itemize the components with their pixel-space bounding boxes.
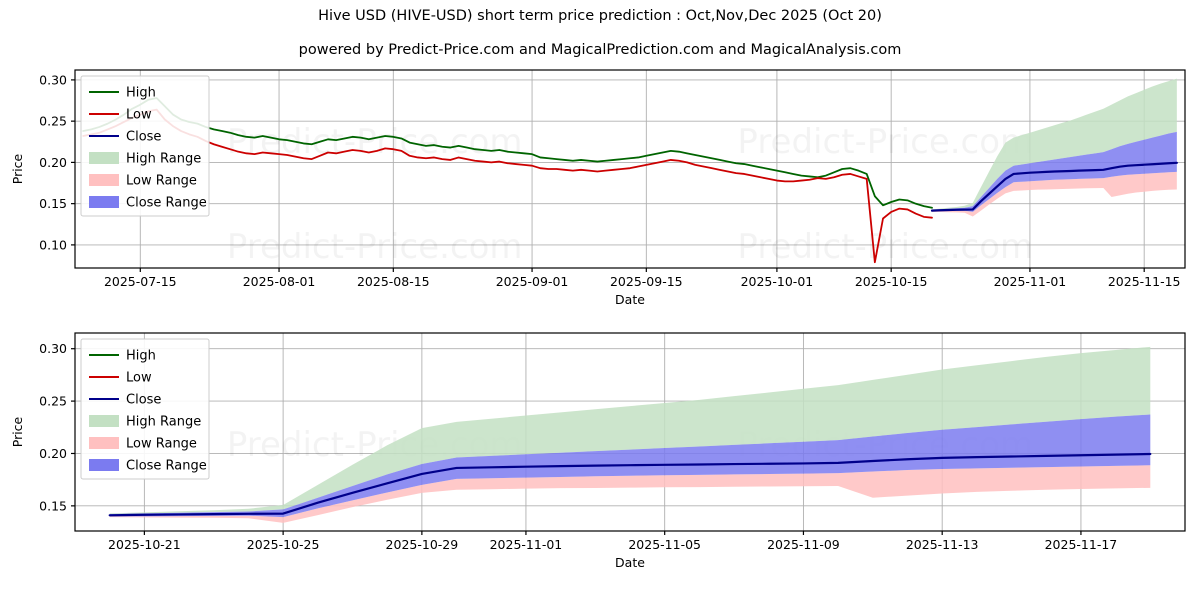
legend-item-label: High Range xyxy=(126,152,201,167)
watermark-text: Predict-Price.com xyxy=(227,227,523,267)
y-tick-label: 0.20 xyxy=(39,446,67,461)
legend-top: High Low Close High Range Low Range Close Ran… xyxy=(80,75,210,217)
y-tick-label: 0.25 xyxy=(39,394,67,409)
legend-item[interactable]: Close xyxy=(89,130,161,145)
x-tick-label: 2025-10-25 xyxy=(247,537,320,552)
legend-item[interactable]: High Range xyxy=(89,415,201,430)
x-tick-label: 2025-11-15 xyxy=(1108,274,1181,289)
legend-bottom: High Low Close High Range Low Range Close Ran… xyxy=(80,338,210,480)
low-range-band xyxy=(109,465,1151,523)
y-tick-label: 0.20 xyxy=(39,155,67,170)
y-tick-label: 0.30 xyxy=(39,72,67,87)
watermark-group-top: Predict-Price.com Predict-Price.com Predic… xyxy=(227,122,1033,267)
low-range-band xyxy=(931,171,1177,217)
legend-item-label: High xyxy=(126,349,156,364)
legend-patch-swatch xyxy=(89,152,119,164)
gridlines-top xyxy=(75,70,1185,268)
legend-item-label: Close Range xyxy=(126,196,207,211)
x-tick-label: 2025-10-21 xyxy=(108,537,181,552)
x-tick-label: 2025-10-15 xyxy=(855,274,928,289)
page-subtitle: powered by Predict-Price.com and Magical… xyxy=(298,42,902,58)
y-axis-label: Price xyxy=(10,153,25,184)
x-axis-label: Date xyxy=(615,292,645,307)
legend-item-label: High Range xyxy=(126,415,201,430)
legend-item-label: Low xyxy=(126,371,152,386)
legend-patch-swatch xyxy=(89,174,119,186)
legend-item[interactable]: Close Range xyxy=(89,459,207,474)
axis-top: 0.10 0.15 0.20 0.25 0.30 2025-07-15 2025-08-01… xyxy=(10,72,1181,307)
legend-item-label: Low Range xyxy=(126,174,197,189)
plot-frame xyxy=(74,69,1186,269)
low-line xyxy=(82,108,933,264)
legend-item[interactable]: Close xyxy=(89,393,161,408)
close-line xyxy=(108,452,1152,517)
high-line xyxy=(82,97,933,209)
legend-item[interactable]: High xyxy=(89,86,156,101)
y-tick-label: 0.10 xyxy=(39,237,67,252)
x-tick-label: 2025-11-01 xyxy=(490,537,563,552)
x-tick-label: 2025-10-29 xyxy=(386,537,459,552)
legend-patch-swatch xyxy=(89,459,119,471)
legend-item[interactable]: Low Range xyxy=(89,174,197,189)
x-tick-label: 2025-11-09 xyxy=(767,537,840,552)
legend-patch-swatch xyxy=(89,437,119,449)
legend-patch-swatch xyxy=(89,196,119,208)
legend-item-label: Low Range xyxy=(126,437,197,452)
y-axis-label: Price xyxy=(10,416,25,447)
y-tick-label: 0.25 xyxy=(39,114,67,129)
x-tick-label: 2025-11-17 xyxy=(1045,537,1118,552)
page-title: Hive USD (HIVE-USD) short term price pre… xyxy=(318,8,882,24)
x-tick-label: 2025-08-15 xyxy=(357,274,430,289)
legend-item-label: High xyxy=(126,86,156,101)
y-tick-label: 0.15 xyxy=(39,196,67,211)
legend-item[interactable]: Close Range xyxy=(89,196,207,211)
high-range-band xyxy=(931,78,1177,210)
x-tick-label: 2025-11-13 xyxy=(906,537,979,552)
legend-item[interactable]: Low xyxy=(89,108,152,123)
x-tick-label: 2025-07-15 xyxy=(104,274,177,289)
legend-item[interactable]: High Range xyxy=(89,152,201,167)
legend-item[interactable]: Low Range xyxy=(89,437,197,452)
plot-frame xyxy=(74,332,1186,532)
chart-top: Predict-Price.com Predict-Price.com Predic… xyxy=(10,69,1186,307)
x-axis-label: Date xyxy=(615,555,645,570)
x-tick-label: 2025-10-01 xyxy=(741,274,814,289)
legend-item-label: Close xyxy=(126,130,161,145)
watermark-text: Predict-Price.com xyxy=(737,227,1033,267)
watermark-text: Predict-Price.com xyxy=(227,122,523,162)
legend-item-label: Low xyxy=(126,108,152,123)
legend-patch-swatch xyxy=(89,415,119,427)
x-tick-label: 2025-08-01 xyxy=(243,274,316,289)
x-tick-label: 2025-11-01 xyxy=(994,274,1067,289)
axis-bottom: 0.15 0.20 0.25 0.30 2025-10-21 2025-10-25 2025… xyxy=(10,341,1117,570)
x-tick-label: 2025-11-05 xyxy=(628,537,701,552)
watermark-text: Predict-Price.com xyxy=(737,122,1033,162)
high-range-band xyxy=(109,346,1151,515)
y-tick-label: 0.30 xyxy=(39,341,67,356)
legend-item[interactable]: Low xyxy=(89,371,152,386)
x-tick-label: 2025-09-01 xyxy=(496,274,569,289)
close-line xyxy=(930,161,1178,212)
legend-item-label: Close Range xyxy=(126,459,207,474)
chart-bottom: Predict-Price.comPredict-Price.com0.150.… xyxy=(10,332,1186,570)
y-tick-label: 0.15 xyxy=(39,498,67,513)
legend-item-label: Close xyxy=(126,393,161,408)
x-tick-label: 2025-09-15 xyxy=(610,274,683,289)
legend-item[interactable]: High xyxy=(89,349,156,364)
